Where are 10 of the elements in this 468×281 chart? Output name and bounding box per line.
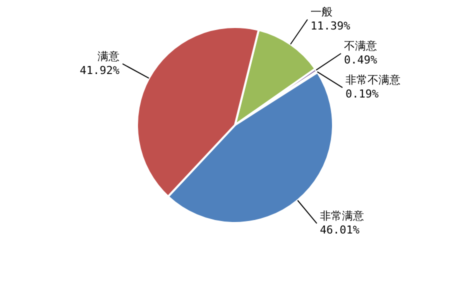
data-label: 0.49% [344, 54, 378, 67]
slice-label: 满意 [98, 50, 120, 63]
slice-label: 一般 [310, 6, 333, 19]
slice-label: 不满意 [344, 40, 377, 53]
data-label: 41.92% [80, 64, 120, 77]
slice-label: 非常满意 [320, 209, 364, 222]
slice-label: 非常不满意 [345, 74, 400, 87]
data-label: 0.19% [345, 88, 379, 101]
data-label: 11.39% [310, 20, 351, 33]
data-label: 46.01% [320, 223, 360, 236]
